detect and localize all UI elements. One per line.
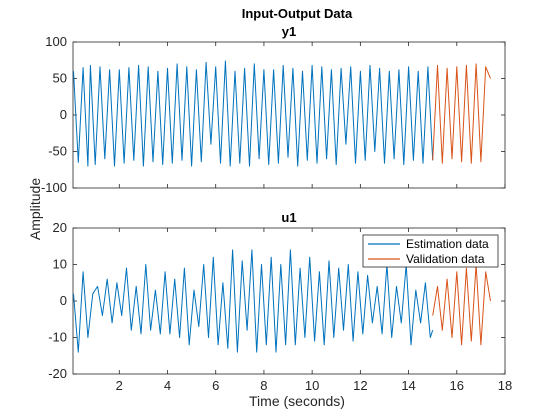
u1-series-validation xyxy=(432,264,491,346)
u1-xtick-label: 8 xyxy=(260,378,267,393)
y1-ytick-label: -100 xyxy=(41,180,67,195)
u1-xtick-label: 6 xyxy=(212,378,219,393)
u1-xtick-label: 16 xyxy=(450,378,464,393)
x-axis-label: Time (seconds) xyxy=(249,393,345,409)
y1-ytick-label: 50 xyxy=(53,71,67,86)
u1-ytick-label: 10 xyxy=(53,257,67,272)
u1-ytick-label: -20 xyxy=(48,366,67,381)
y1-ytick-label: 100 xyxy=(45,34,67,49)
y-axis-label: Amplitude xyxy=(27,178,43,240)
u1-xtick-label: 14 xyxy=(401,378,415,393)
legend-label-estimation: Estimation data xyxy=(406,237,489,251)
y1-series-estimation xyxy=(73,60,434,167)
y1-ytick-label: -50 xyxy=(48,144,67,159)
y1-axes: y1 -100 -50 0 50 100 xyxy=(41,24,506,195)
u1-xtick-label: 18 xyxy=(498,378,512,393)
y1-series-validation xyxy=(432,63,491,164)
figure-title: Input-Output Data xyxy=(242,6,353,21)
u1-xtick-label: 4 xyxy=(164,378,171,393)
u1-xtick-label: 12 xyxy=(353,378,367,393)
u1-series-estimation xyxy=(73,249,434,353)
u1-title: u1 xyxy=(281,210,296,225)
u1-ytick-label: 20 xyxy=(53,220,67,235)
legend: Estimation data Validation data xyxy=(362,234,499,268)
u1-ytick-label: 0 xyxy=(60,293,67,308)
u1-xtick-label: 10 xyxy=(305,378,319,393)
y1-ytick-label: 0 xyxy=(60,107,67,122)
u1-ytick-label: -10 xyxy=(48,330,67,345)
u1-xtick-label: 2 xyxy=(116,378,123,393)
legend-box xyxy=(362,234,499,268)
y1-title: y1 xyxy=(282,24,296,39)
legend-label-validation: Validation data xyxy=(406,252,485,266)
